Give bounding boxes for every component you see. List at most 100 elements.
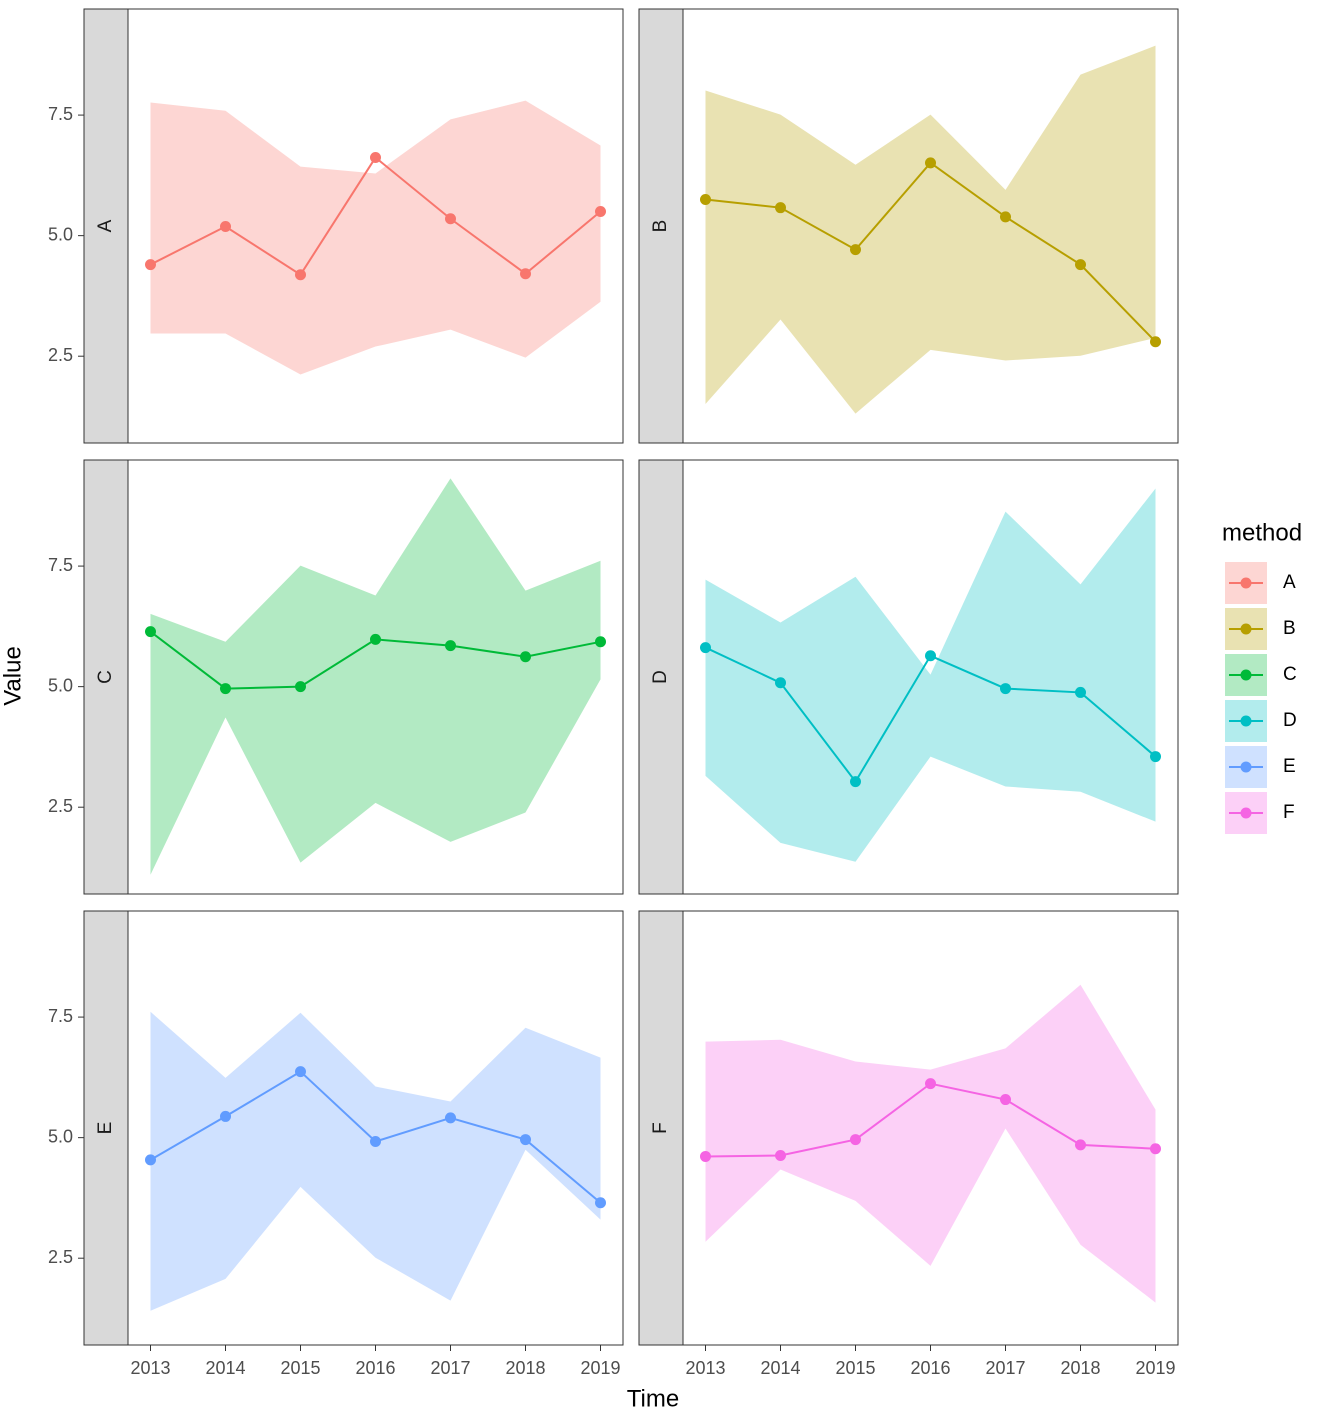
y-axis-title: Value [0,646,26,706]
point [220,683,231,695]
y-tick-label: 5.0 [48,224,73,244]
y-tick-label: 7.5 [48,555,73,575]
point [445,213,456,225]
strip-label: F [650,1122,671,1134]
ribbon [705,488,1156,862]
point [775,202,786,214]
y-tick-label: 2.5 [48,1247,73,1267]
x-tick-label: 2019 [580,1358,620,1378]
point [925,650,936,662]
point [775,677,786,689]
y-tick-label: 5.0 [48,1126,73,1146]
point [145,1154,156,1166]
point [370,1136,381,1148]
x-tick-label: 2017 [985,1358,1025,1378]
point [370,633,381,645]
y-tick-label: 2.5 [48,796,73,816]
point [445,640,456,652]
point [850,776,861,788]
legend-point [1240,761,1252,773]
legend-label: A [1283,572,1296,593]
strip [638,8,684,444]
legend-label: F [1283,802,1295,823]
point [700,1150,711,1162]
strip-label: D [650,670,671,684]
point [1075,686,1086,698]
x-tick-label: 2019 [1135,1358,1175,1378]
legend-label: D [1283,710,1297,731]
x-tick-label: 2014 [205,1358,245,1378]
strip-label: B [650,220,671,233]
ribbon [150,100,601,375]
x-tick-label: 2016 [355,1358,395,1378]
strip [83,8,129,444]
point [295,1066,306,1078]
x-tick-label: 2014 [760,1358,800,1378]
point [775,1149,786,1161]
point [925,157,936,169]
ribbon [705,984,1156,1303]
point [1000,1094,1011,1106]
point [850,1134,861,1146]
x-tick-label: 2013 [130,1358,170,1378]
panel-border [682,8,1179,444]
point [145,626,156,638]
point [520,1134,531,1146]
legend-point [1240,807,1252,819]
point [1000,683,1011,695]
point [1075,259,1086,271]
point [595,1197,606,1209]
point [1150,336,1161,348]
x-tick-label: 2017 [430,1358,470,1378]
point [145,259,156,271]
y-tick-label: 7.5 [48,1006,73,1026]
ribbon [150,478,601,875]
point [295,681,306,693]
strip [83,910,129,1346]
y-tick-label: 7.5 [48,104,73,124]
x-axis-title: Time [627,1385,679,1412]
y-tick-label: 5.0 [48,675,73,695]
legend-point [1240,577,1252,589]
strip-label: C [95,670,116,684]
panel-border [127,459,624,895]
ribbon [150,1011,601,1311]
x-tick-label: 2018 [1060,1358,1100,1378]
strip-label: A [95,219,116,232]
point [520,651,531,663]
ribbon [705,45,1156,414]
point [595,206,606,218]
legend-label: C [1283,664,1297,685]
point [925,1078,936,1090]
legend-point [1240,715,1252,727]
point [220,1110,231,1122]
y-tick-label: 2.5 [48,345,73,365]
point [1000,211,1011,223]
x-tick-label: 2015 [280,1358,320,1378]
strip-label: E [95,1122,116,1135]
point [295,269,306,281]
x-tick-label: 2013 [685,1358,725,1378]
legend-title: method [1222,519,1302,546]
strip [83,459,129,895]
point [520,268,531,280]
point [700,642,711,654]
point [700,193,711,205]
legend-point [1240,669,1252,681]
point [595,636,606,648]
x-tick-label: 2018 [505,1358,545,1378]
strip [638,459,684,895]
point [1150,751,1161,763]
legend-point [1240,623,1252,635]
panel-border [127,8,624,444]
strip [638,910,684,1346]
legend-label: B [1283,618,1296,639]
point [1075,1139,1086,1151]
point [445,1112,456,1124]
point [850,244,861,256]
panel-border [682,459,1179,895]
x-tick-label: 2016 [910,1358,950,1378]
point [220,220,231,232]
legend-label: E [1283,756,1296,777]
